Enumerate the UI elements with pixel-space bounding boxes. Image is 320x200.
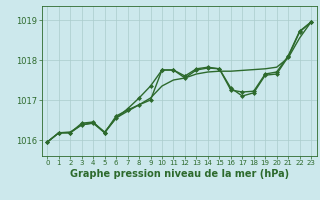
X-axis label: Graphe pression niveau de la mer (hPa): Graphe pression niveau de la mer (hPa): [70, 169, 289, 179]
